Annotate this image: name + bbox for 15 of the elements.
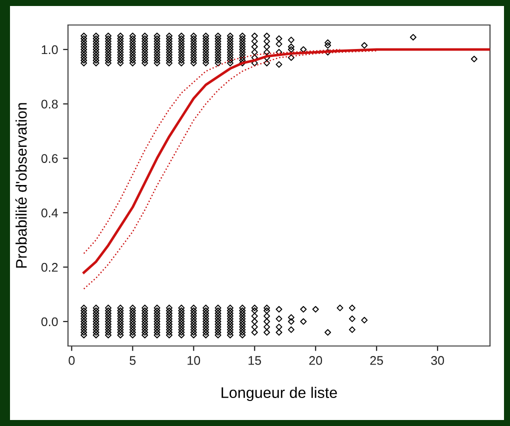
y-tick-label: 0.0 (41, 317, 58, 326)
x-tick-label: 15 (248, 356, 262, 365)
x-tick-label: 5 (130, 356, 136, 365)
y-tick-label: 1.0 (42, 45, 58, 54)
y-tick-label: 0.2 (41, 262, 58, 272)
y-axis-title: Probabilité d'observation (15, 103, 27, 268)
x-tick-label: 25 (370, 356, 383, 365)
x-tick-label: 10 (188, 356, 200, 365)
x-axis-title: Longueur de liste (222, 386, 337, 402)
x-tick-label: 30 (431, 356, 444, 365)
x-tick-label: 0 (68, 356, 75, 365)
y-tick-label: 0.4 (41, 208, 58, 218)
y-tick-label: 0.8 (41, 100, 58, 109)
y-tick-label: 0.6 (41, 154, 58, 163)
x-tick-label: 20 (309, 356, 322, 365)
